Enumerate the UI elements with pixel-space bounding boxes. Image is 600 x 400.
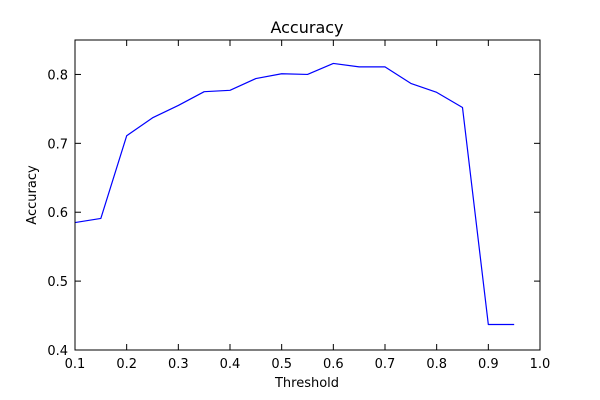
y-tick-label: 0.8	[47, 68, 68, 83]
x-axis-label: Threshold	[274, 376, 339, 391]
y-tick-label: 0.5	[47, 275, 68, 290]
x-tick-label: 0.2	[116, 357, 137, 372]
x-tick-label: 1.0	[530, 357, 551, 372]
x-tick-label: 0.1	[65, 357, 86, 372]
y-axis-label: Accuracy	[25, 165, 40, 225]
y-tick-label: 0.6	[47, 206, 68, 221]
x-tick-label: 0.3	[168, 357, 189, 372]
series-layer	[74, 62, 515, 326]
chart-title: Accuracy	[270, 18, 343, 37]
x-tick-label: 0.6	[323, 357, 344, 372]
y-tick-label: 0.4	[47, 344, 68, 359]
plot-frame	[74, 39, 541, 351]
x-tick-label: 0.9	[478, 357, 499, 372]
series-0	[74, 62, 515, 326]
y-tick-label: 0.7	[47, 137, 68, 152]
x-tick-label: 0.4	[220, 357, 241, 372]
x-tick-label: 0.7	[375, 357, 396, 372]
series-line	[74, 62, 515, 326]
x-tick-label: 0.8	[426, 357, 447, 372]
x-axis-ticks: 0.1 0.2 0.3 0.4 0.5 0.6 0.7 0.8 0.9 1.0	[65, 40, 551, 372]
x-tick-label: 0.5	[271, 357, 292, 372]
y-axis-ticks: 0.4 0.5 0.6 0.7 0.8	[47, 68, 540, 359]
